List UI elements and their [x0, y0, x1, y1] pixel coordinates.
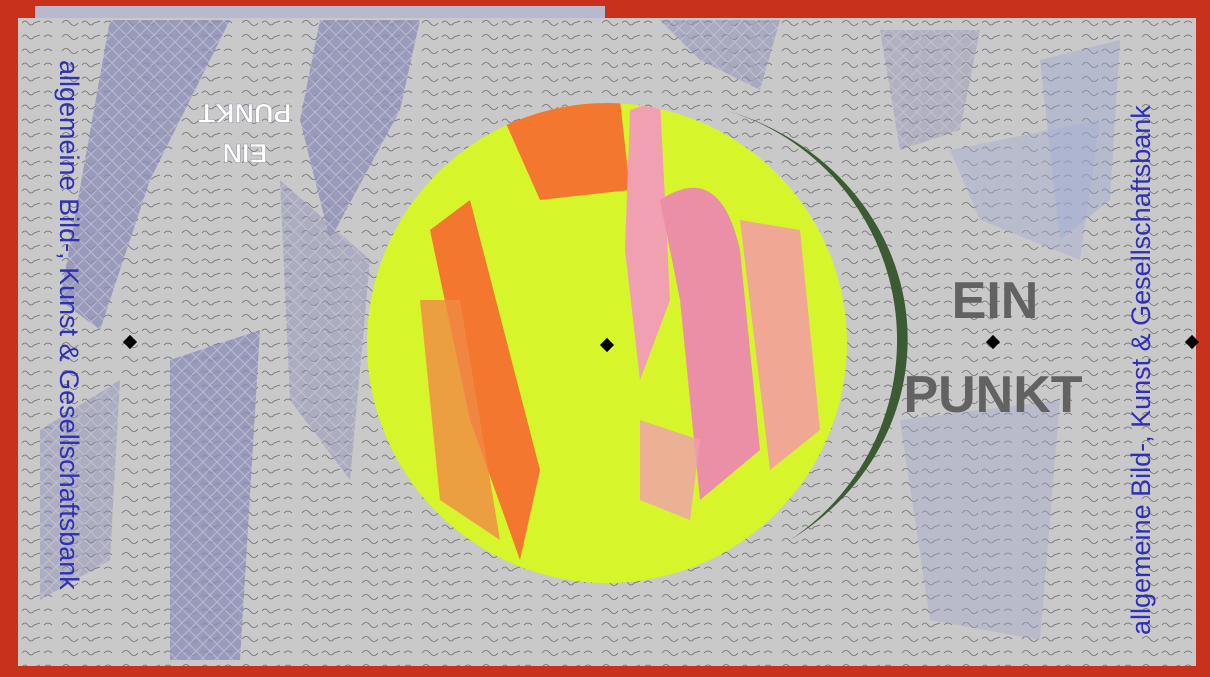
mirrored-title-line: EIN — [222, 138, 267, 168]
mirrored-title: EIN PUNKT — [198, 98, 292, 169]
right-caption: allgemeine Bild-, Kunst & Gesellschaftsb… — [1126, 105, 1156, 635]
main-title-line: EIN — [952, 272, 1039, 330]
disc-pattern — [420, 103, 820, 560]
top-strip — [35, 6, 605, 18]
mirrored-title-line: PUNKT — [198, 98, 292, 128]
left-caption: allgemeine Bild-, Kunst & Gesellschaftsb… — [54, 60, 84, 590]
center-dots — [122, 334, 1200, 353]
main-title-line: PUNKT — [903, 366, 1082, 424]
lavender-shapes — [40, 20, 1120, 660]
